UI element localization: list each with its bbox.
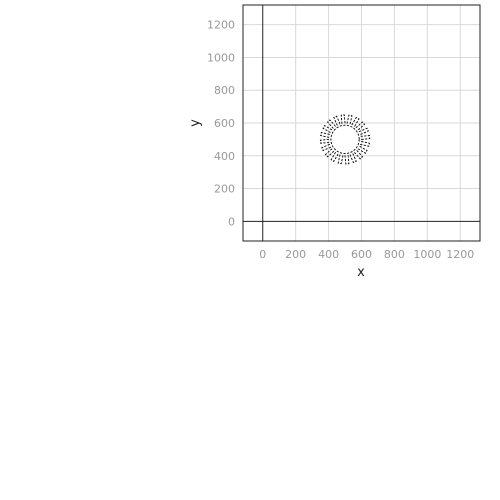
x-tick-label: 1000	[413, 248, 441, 261]
x-tick-label: 0	[259, 248, 266, 261]
zero-axes	[243, 5, 480, 241]
gear-ring-line	[319, 114, 371, 165]
y-tick-label: 1200	[207, 19, 235, 32]
y-tick-label: 200	[214, 183, 235, 196]
x-tick-label: 400	[318, 248, 339, 261]
y-tick-label: 400	[214, 150, 235, 163]
y-tick-label: 0	[228, 215, 235, 228]
x-tick-label: 600	[351, 248, 372, 261]
gear-inner-circle	[330, 124, 360, 154]
x-tick-label: 800	[384, 248, 405, 261]
x-tick-labels: 0 200 400 600 800 1000 1200	[259, 248, 474, 261]
plot-frame	[242, 4, 481, 242]
x-axis-label: x	[357, 265, 365, 280]
y-tick-label: 600	[214, 117, 235, 130]
y-tick-label: 800	[214, 84, 235, 97]
data-series	[319, 114, 371, 165]
x-tick-label: 1200	[446, 248, 474, 261]
x-tick-label: 200	[285, 248, 306, 261]
y-tick-labels: 0 200 400 600 800 1000 1200	[207, 19, 235, 229]
y-axis-label: y	[188, 119, 203, 127]
y-tick-label: 1000	[207, 51, 235, 64]
